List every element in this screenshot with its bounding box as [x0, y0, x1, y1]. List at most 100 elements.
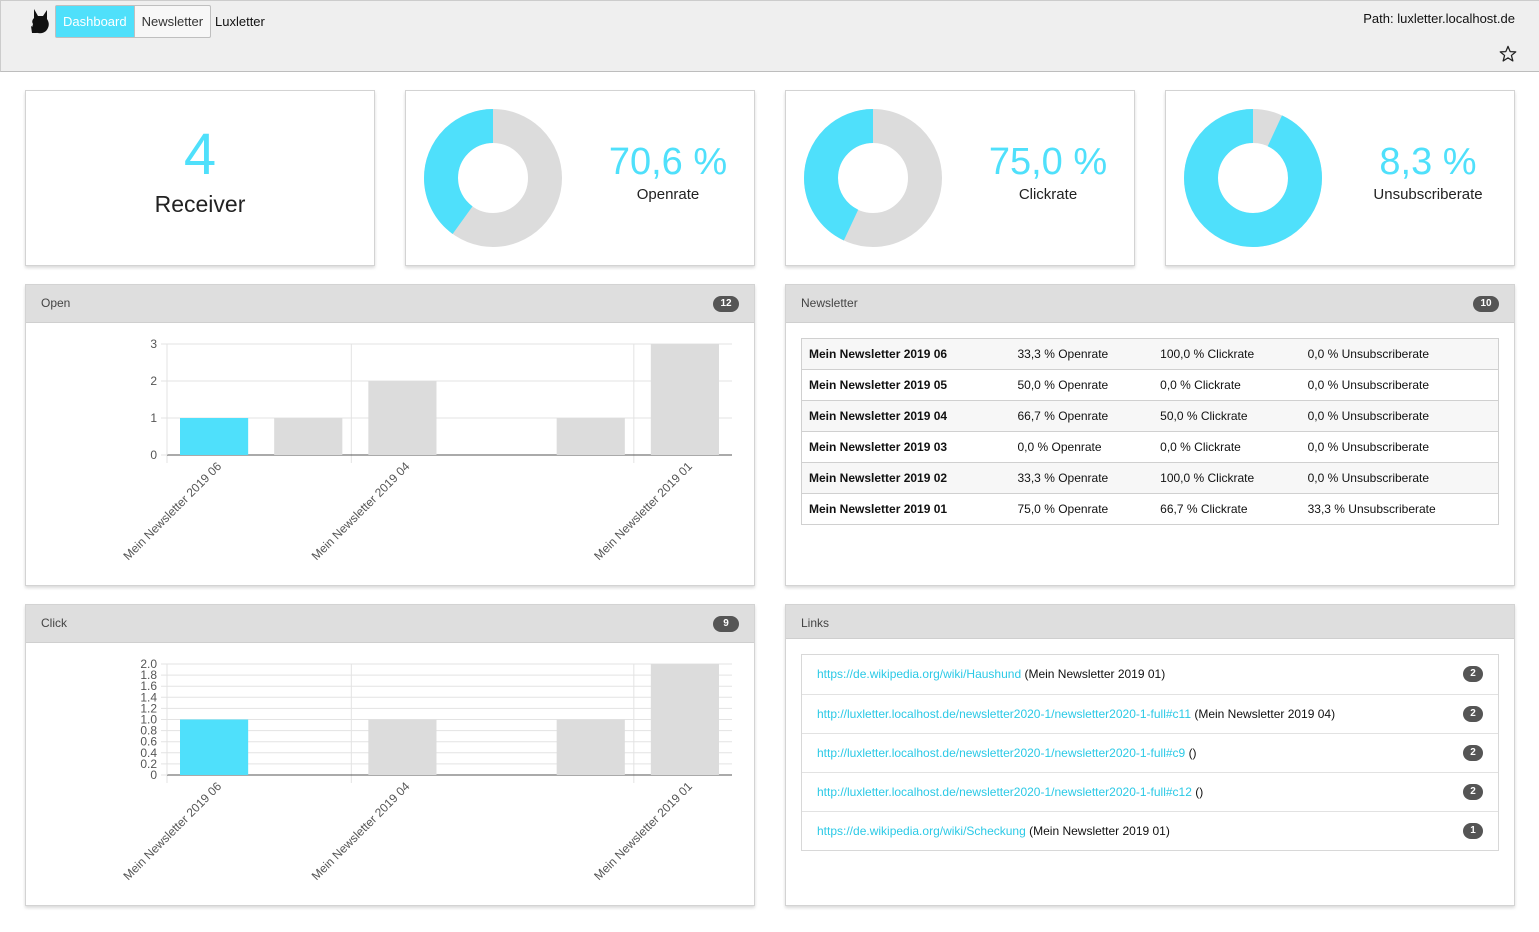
x-tick-label: Mein Newsletter 2019 01 — [591, 459, 695, 563]
openrate-cell: 33,3 % Openrate — [1010, 462, 1154, 494]
unsubscriberate-cell: 33,3 % Unsubscriberate — [1300, 493, 1499, 525]
y-tick-label: 2.0 — [140, 657, 157, 671]
clickrate-value: 75,0 % — [988, 141, 1108, 183]
open-count-badge: 12 — [713, 296, 739, 312]
unsubscriberate-cell: 0,0 % Unsubscriberate — [1300, 369, 1499, 401]
y-tick-label: 1.2 — [140, 701, 157, 715]
openrate-donut-arc — [424, 109, 562, 247]
newsletter-name: Mein Newsletter 2019 03 — [801, 431, 1011, 463]
clickrate-cell: 0,0 % Clickrate — [1153, 431, 1301, 463]
link-context: (Mein Newsletter 2019 04) — [1194, 707, 1336, 721]
list-item: https://de.wikipedia.org/wiki/Haushund (… — [802, 655, 1498, 694]
openrate-cell: 33,3 % Openrate — [1010, 338, 1154, 370]
clickrate-cell: 0,0 % Clickrate — [1153, 369, 1301, 401]
link-url[interactable]: http://luxletter.localhost.de/newsletter… — [817, 785, 1192, 799]
receiver-label: Receiver — [154, 191, 246, 217]
y-tick-label: 1.0 — [140, 713, 157, 727]
open-bar-chart: 0 1 2 3 Mein Newsletter 2019 06 Mein Newslett… — [120, 337, 732, 563]
link-context: () — [1188, 746, 1197, 760]
bar — [274, 418, 343, 455]
newsletter-table: Mein Newsletter 2019 06 33,3 % Openrate … — [801, 338, 1499, 525]
unsubscriberate-value: 8,3 % — [1379, 141, 1477, 183]
link-url[interactable]: http://luxletter.localhost.de/newsletter… — [817, 707, 1191, 721]
link-context: () — [1195, 785, 1204, 799]
nav-newsletter-button[interactable]: Newsletter — [133, 6, 210, 37]
x-tick-label: Mein Newsletter 2019 04 — [309, 779, 413, 883]
click-panel: Click 9 0 0.2 0.4 0.6 0.8 1.0 1.2 1.4 1.6 1.8 2.0 M… — [25, 604, 755, 906]
openrate-label: Openrate — [636, 186, 700, 203]
bar — [650, 344, 719, 455]
unsubscriberate-cell: 0,0 % Unsubscriberate — [1300, 431, 1499, 463]
links-panel-header: Links — [786, 605, 1514, 639]
link-count-badge: 2 — [1463, 784, 1483, 800]
y-tick-label: 0.6 — [140, 735, 157, 749]
openrate-cell: 50,0 % Openrate — [1010, 369, 1154, 401]
table-row[interactable]: Mein Newsletter 2019 01 75,0 % Openrate … — [801, 493, 1499, 525]
table-row[interactable]: Mein Newsletter 2019 02 33,3 % Openrate … — [801, 462, 1499, 494]
y-tick-label: 1 — [150, 411, 157, 425]
open-panel-title: Open — [41, 296, 71, 310]
link-url[interactable]: https://de.wikipedia.org/wiki/Haushund — [817, 667, 1022, 681]
y-tick-label: 0 — [150, 448, 157, 462]
x-tick-label: Mein Newsletter 2019 04 — [309, 459, 413, 563]
receiver-card: 4 Receiver — [25, 90, 375, 266]
list-item: https://de.wikipedia.org/wiki/Scheckung … — [802, 811, 1498, 850]
openrate-card: 70,6 % Openrate — [405, 90, 755, 266]
table-row[interactable]: Mein Newsletter 2019 05 50,0 % Openrate … — [801, 369, 1499, 401]
link-url[interactable]: http://luxletter.localhost.de/newsletter… — [817, 746, 1186, 760]
y-tick-label: 0 — [150, 768, 157, 782]
x-tick-label: Mein Newsletter 2019 06 — [120, 459, 224, 563]
link-context: (Mein Newsletter 2019 01) — [1029, 824, 1170, 838]
clickrate-cell: 66,7 % Clickrate — [1153, 493, 1301, 525]
bar — [556, 418, 625, 455]
y-tick-label: 1.8 — [140, 668, 157, 682]
unsubscriberate-cell: 0,0 % Unsubscriberate — [1300, 400, 1499, 432]
openrate-cell: 0,0 % Openrate — [1010, 431, 1154, 463]
openrate-cell: 75,0 % Openrate — [1010, 493, 1154, 525]
links-panel-title: Links — [801, 616, 830, 630]
clickrate-cell: 100,0 % Clickrate — [1153, 462, 1301, 494]
unsubscriberate-cell: 0,0 % Unsubscriberate — [1300, 338, 1499, 370]
newsletter-name: Mein Newsletter 2019 04 — [801, 400, 1011, 432]
link-context: (Mein Newsletter 2019 01) — [1024, 667, 1166, 681]
table-row[interactable]: Mein Newsletter 2019 03 0,0 % Openrate 0… — [801, 431, 1499, 463]
openrate-value: 70,6 % — [608, 141, 728, 183]
click-bar-chart: 00.20.40.60.81.01.21.41.61.82.0 Mein News… — [120, 657, 732, 883]
top-bar: Dashboard Newsletter Luxletter Path: lux… — [0, 0, 1539, 72]
app-title: Luxletter — [215, 14, 265, 29]
x-tick-label: Mein Newsletter 2019 01 — [591, 779, 695, 883]
cat-logo-icon[interactable] — [29, 7, 51, 35]
table-row[interactable]: Mein Newsletter 2019 06 33,3 % Openrate … — [801, 338, 1499, 370]
unsubscriberate-donut — [1184, 109, 1322, 247]
newsletter-panel-title: Newsletter — [801, 296, 858, 310]
link-count-badge: 2 — [1463, 706, 1483, 722]
x-tick-label: Mein Newsletter 2019 06 — [120, 779, 224, 883]
unsubscriberate-cell: 0,0 % Unsubscriberate — [1300, 462, 1499, 494]
click-count-badge: 9 — [713, 616, 739, 632]
click-panel-title: Click — [41, 616, 67, 630]
newsletter-name: Mein Newsletter 2019 01 — [801, 493, 1011, 525]
open-panel-header: Open 12 — [26, 285, 754, 323]
unsubscriberate-donut-arc — [1184, 109, 1322, 247]
y-tick-label: 1.6 — [140, 679, 157, 693]
newsletter-name: Mein Newsletter 2019 02 — [801, 462, 1011, 494]
link-url[interactable]: https://de.wikipedia.org/wiki/Scheckung — [817, 824, 1026, 838]
bar — [556, 719, 625, 775]
bar — [650, 664, 719, 775]
y-tick-label: 0.2 — [140, 757, 157, 771]
newsletter-count-badge: 10 — [1473, 296, 1499, 312]
openrate-cell: 66,7 % Openrate — [1010, 400, 1154, 432]
openrate-donut — [424, 109, 562, 247]
star-icon[interactable] — [1499, 45, 1517, 63]
nav-dashboard-button[interactable]: Dashboard — [56, 6, 134, 37]
newsletter-panel-header: Newsletter 10 — [786, 285, 1514, 323]
receiver-count: 4 — [183, 122, 217, 187]
y-tick-label: 1.4 — [140, 690, 157, 704]
unsubscriberate-label: Unsubscriberate — [1373, 186, 1483, 203]
click-panel-header: Click 9 — [26, 605, 754, 643]
newsletter-panel: Newsletter 10 Mein Newsletter 2019 06 33… — [785, 284, 1515, 586]
table-row[interactable]: Mein Newsletter 2019 04 66,7 % Openrate … — [801, 400, 1499, 432]
clickrate-donut — [804, 109, 942, 247]
newsletter-name: Mein Newsletter 2019 05 — [801, 369, 1011, 401]
list-item: http://luxletter.localhost.de/newsletter… — [802, 733, 1498, 772]
